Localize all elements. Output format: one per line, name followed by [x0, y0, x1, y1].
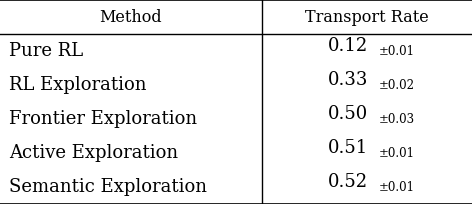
Text: Pure RL: Pure RL	[9, 42, 84, 60]
Text: ±0.03: ±0.03	[379, 113, 415, 126]
Text: Semantic Exploration: Semantic Exploration	[9, 178, 207, 196]
Text: 0.33: 0.33	[328, 71, 368, 89]
Text: ±0.01: ±0.01	[379, 181, 415, 194]
Text: 0.51: 0.51	[328, 139, 368, 157]
Text: 0.52: 0.52	[328, 173, 368, 191]
Text: Transport Rate: Transport Rate	[305, 9, 429, 26]
Text: RL Exploration: RL Exploration	[9, 76, 147, 94]
Text: 0.52: 0.52	[328, 173, 368, 191]
Text: Frontier Exploration: Frontier Exploration	[9, 110, 198, 128]
Text: Method: Method	[100, 9, 162, 26]
Text: 0.50: 0.50	[328, 105, 368, 123]
Text: 0.12: 0.12	[328, 37, 368, 55]
Text: ±0.01: ±0.01	[379, 147, 415, 160]
Text: 0.12: 0.12	[328, 37, 368, 55]
Text: 0.51: 0.51	[328, 139, 368, 157]
Text: 0.50: 0.50	[328, 105, 368, 123]
Text: ±0.02: ±0.02	[379, 79, 415, 92]
Text: ±0.01: ±0.01	[379, 45, 415, 58]
Text: Active Exploration: Active Exploration	[9, 144, 178, 162]
Text: 0.33: 0.33	[328, 71, 368, 89]
